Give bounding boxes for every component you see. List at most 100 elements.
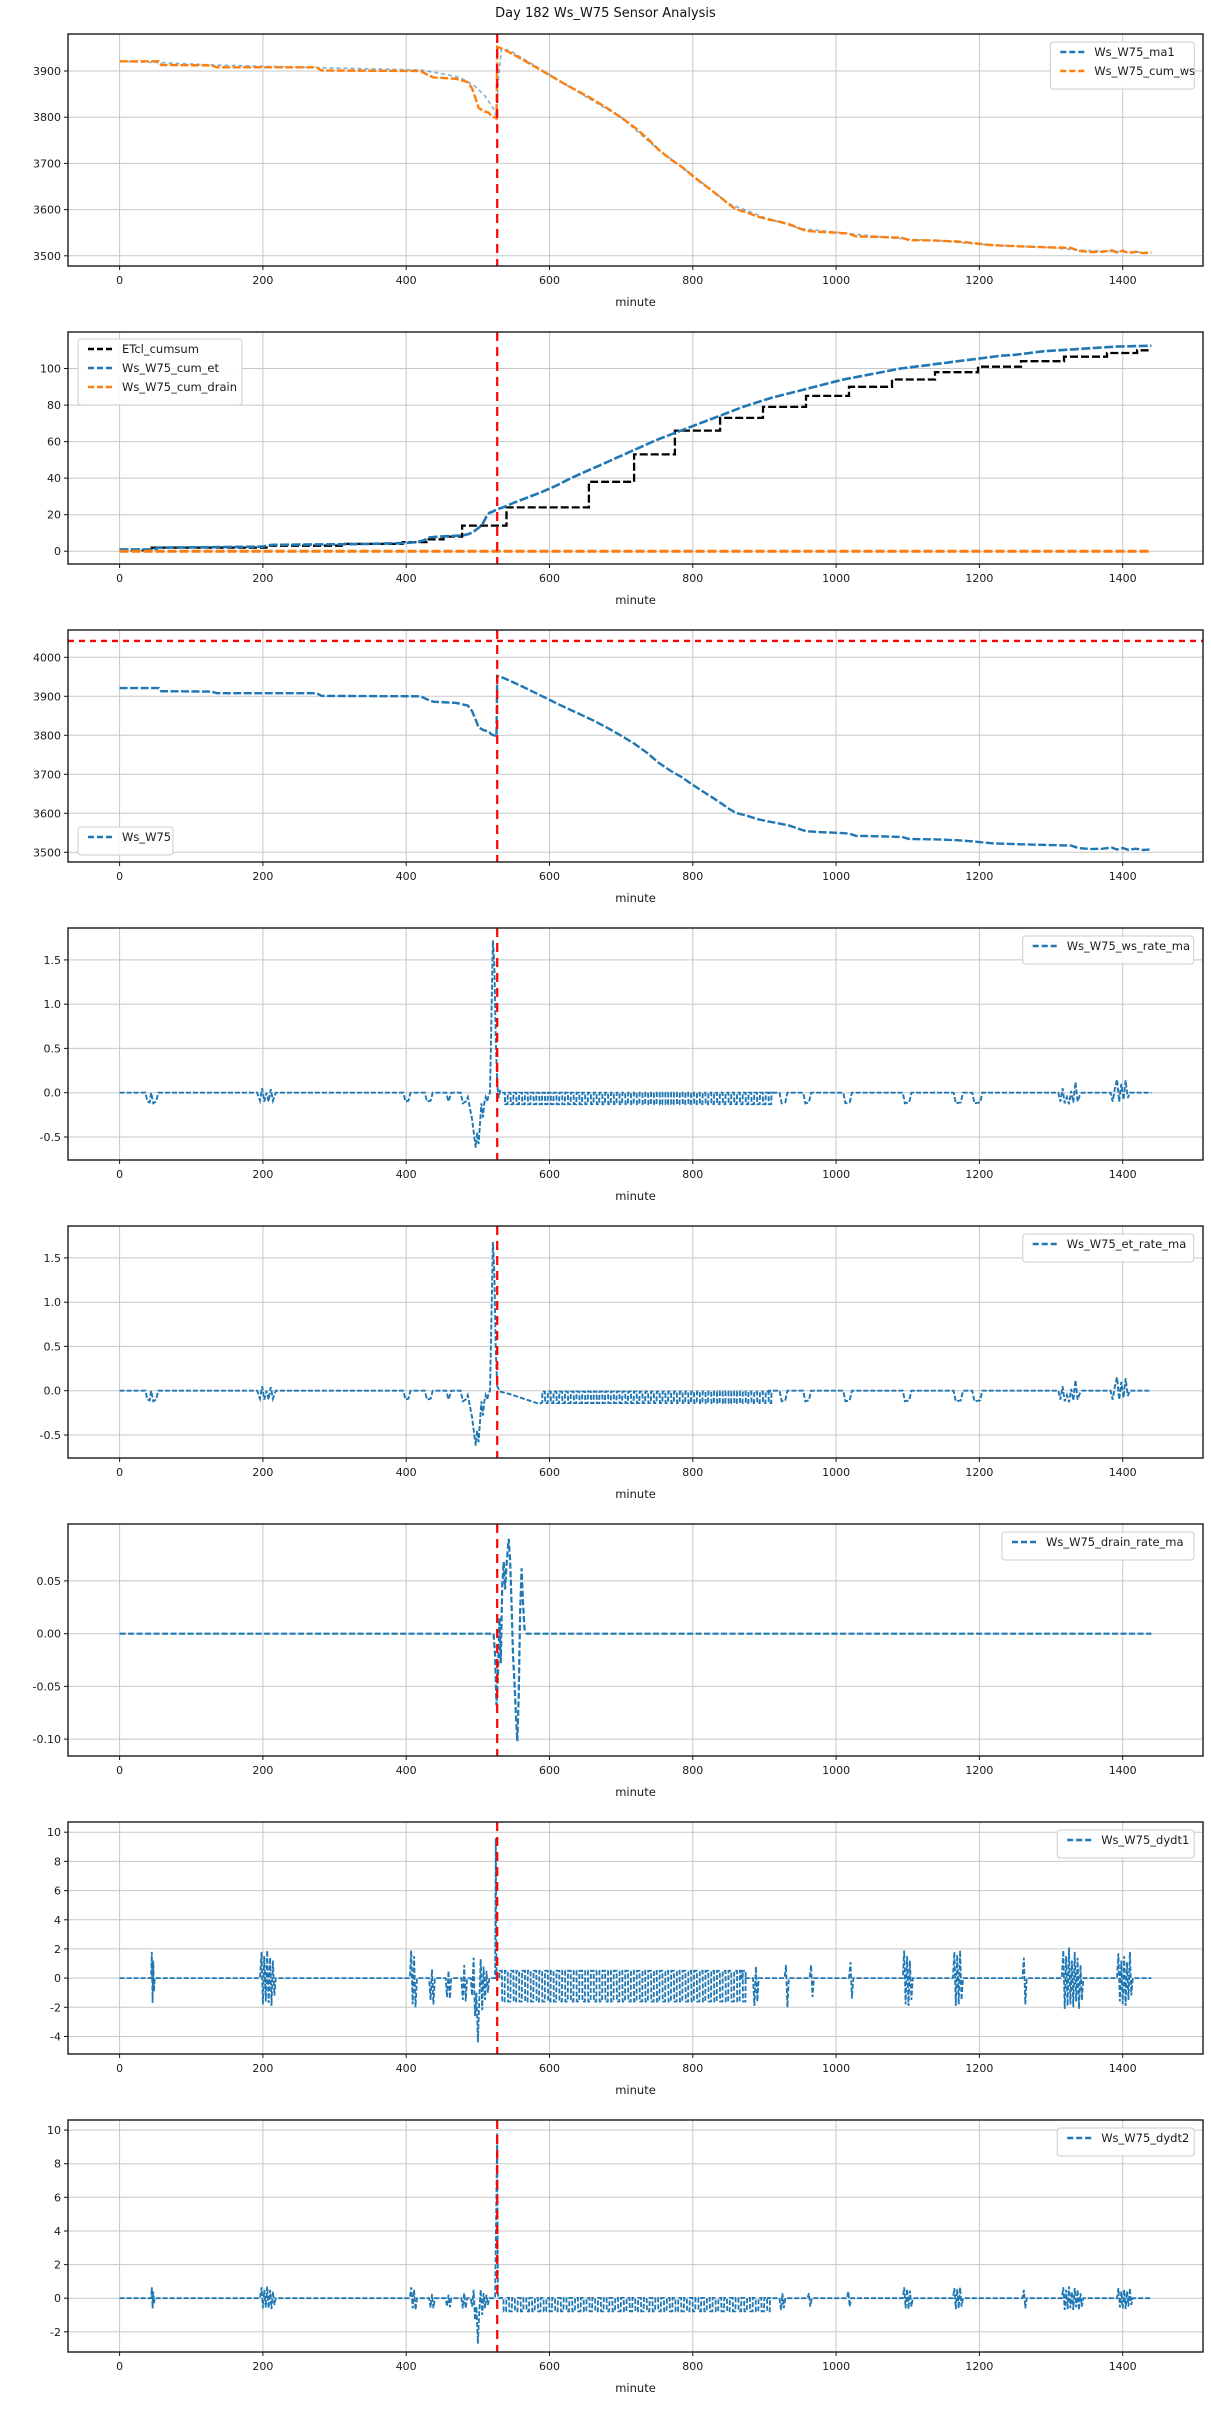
x-tick-label: 1000 bbox=[822, 2062, 850, 2075]
y-tick-label: 10 bbox=[47, 2124, 61, 2137]
y-tick-label: 3800 bbox=[33, 111, 61, 124]
x-tick-label: 1400 bbox=[1109, 2062, 1137, 2075]
chart-svg-1: 0 200 400 600 800 1000 1200 1400 0 20 40 60 80 100 min… bbox=[0, 326, 1211, 624]
series-Ws_W75_cum_et bbox=[119, 344, 1152, 551]
x-axis-label: minute bbox=[615, 2381, 656, 2395]
chart-svg-4: 0 200 400 600 800 1000 1200 1400 -0.5 0.0 0.5 1.0 1.… bbox=[0, 1220, 1211, 1518]
y-tick-label: 8 bbox=[54, 2158, 61, 2171]
y-tick-label: 3600 bbox=[33, 807, 61, 820]
chart-svg-0: 0 200 400 600 800 1000 1200 1400 3500 3600 3700 380… bbox=[0, 28, 1211, 326]
y-tick-label: 3700 bbox=[33, 157, 61, 170]
y-tick-label: 2 bbox=[54, 1943, 61, 1956]
y-tick-label: 0.5 bbox=[44, 1042, 62, 1055]
x-tick-label: 1200 bbox=[965, 1168, 993, 1181]
x-tick-label: 0 bbox=[116, 274, 123, 287]
x-tick-label: 600 bbox=[539, 1466, 560, 1479]
y-tick-label: 100 bbox=[40, 363, 61, 376]
x-tick-label: 800 bbox=[682, 1466, 703, 1479]
x-tick-label: 1200 bbox=[965, 870, 993, 883]
x-tick-label: 1200 bbox=[965, 1466, 993, 1479]
chart-panel-dydt1: 0 200 400 600 800 1000 1200 1400 -4 -2 0 2 4 6 8 10 minu… bbox=[0, 1816, 1211, 2114]
x-tick-label: 1200 bbox=[965, 2360, 993, 2373]
x-tick-label: 600 bbox=[539, 870, 560, 883]
x-tick-label: 600 bbox=[539, 2360, 560, 2373]
y-tick-label: 2 bbox=[54, 2259, 61, 2272]
x-tick-label: 200 bbox=[252, 870, 273, 883]
legend: Ws_W75_dydt1 bbox=[1056, 1829, 1195, 1859]
y-tick-label: -0.5 bbox=[40, 1131, 61, 1144]
legend: Ws_W75_et_rate_ma bbox=[1022, 1233, 1195, 1263]
legend: Ws_W75_ws_rate_ma bbox=[1022, 935, 1195, 965]
legend-label: Ws_W75_et_rate_ma bbox=[1067, 1237, 1187, 1251]
x-tick-label: 600 bbox=[539, 572, 560, 585]
series-Ws_W75_dydt2 bbox=[119, 2133, 1152, 2344]
y-tick-label: -0.05 bbox=[33, 1680, 61, 1693]
y-tick-label: 8 bbox=[54, 1855, 61, 1868]
chart-panel-cumsum: 0 200 400 600 800 1000 1200 1400 0 20 40 60 80 100 min… bbox=[0, 326, 1211, 624]
x-tick-label: 400 bbox=[396, 1168, 417, 1181]
y-tick-label: 3700 bbox=[33, 768, 61, 781]
y-tick-label: 4 bbox=[54, 2225, 61, 2238]
legend-label: Ws_W75_ws_rate_ma bbox=[1067, 939, 1190, 953]
x-tick-label: 200 bbox=[252, 1466, 273, 1479]
y-tick-label: 40 bbox=[47, 472, 61, 485]
chart-panel-ws-rate: 0 200 400 600 800 1000 1200 1400 -0.5 0.0 0.5 1.0 1.… bbox=[0, 922, 1211, 1220]
axes-border bbox=[67, 629, 1204, 863]
legend-label: Ws_W75_cum_et bbox=[122, 361, 220, 375]
x-tick-label: 200 bbox=[252, 2360, 273, 2373]
x-tick-label: 1000 bbox=[822, 1168, 850, 1181]
axes-border bbox=[67, 33, 1204, 267]
x-tick-label: 0 bbox=[116, 2062, 123, 2075]
y-tick-label: -2 bbox=[50, 2001, 61, 2014]
axes-border bbox=[67, 927, 1204, 1161]
series-Ws_W75_et_rate_ma bbox=[119, 1241, 1152, 1446]
chart-svg-2: 0 200 400 600 800 1000 1200 1400 3500 3600 3700 380… bbox=[0, 624, 1211, 922]
legend-label: Ws_W75_drain_rate_ma bbox=[1046, 1535, 1184, 1549]
chart-svg-5: 0 200 400 600 800 1000 1200 1400 -0.10 -0.05 0.00 0… bbox=[0, 1518, 1211, 1816]
y-tick-label: -0.10 bbox=[33, 1733, 61, 1746]
x-tick-label: 800 bbox=[682, 274, 703, 287]
y-tick-label: -0.5 bbox=[40, 1429, 61, 1442]
x-tick-label: 400 bbox=[396, 1764, 417, 1777]
y-tick-label: 3600 bbox=[33, 204, 61, 217]
x-tick-label: 600 bbox=[539, 2062, 560, 2075]
x-tick-label: 1400 bbox=[1109, 2360, 1137, 2373]
y-tick-label: -2 bbox=[50, 2326, 61, 2339]
x-tick-label: 1200 bbox=[965, 274, 993, 287]
series-Ws_W75_ws_rate_ma bbox=[119, 940, 1152, 1148]
x-tick-label: 1400 bbox=[1109, 274, 1137, 287]
chart-panel-drain-rate: 0 200 400 600 800 1000 1200 1400 -0.10 -0.05 0.00 0… bbox=[0, 1518, 1211, 1816]
y-tick-label: 10 bbox=[47, 1826, 61, 1839]
x-tick-label: 200 bbox=[252, 572, 273, 585]
y-tick-label: 3500 bbox=[33, 250, 61, 263]
y-tick-label: 80 bbox=[47, 399, 61, 412]
x-tick-label: 800 bbox=[682, 2360, 703, 2373]
x-tick-label: 1400 bbox=[1109, 1466, 1137, 1479]
x-tick-label: 800 bbox=[682, 2062, 703, 2075]
x-tick-label: 200 bbox=[252, 274, 273, 287]
series-Ws_W75_drain_rate_ma bbox=[119, 1538, 1152, 1742]
x-axis-label: minute bbox=[615, 891, 656, 905]
legend: Ws_W75_drain_rate_ma bbox=[1001, 1531, 1195, 1561]
y-tick-label: 1.5 bbox=[44, 1252, 62, 1265]
x-tick-label: 0 bbox=[116, 2360, 123, 2373]
legend: Ws_W75_dydt2 bbox=[1056, 2127, 1195, 2157]
x-tick-label: 400 bbox=[396, 572, 417, 585]
legend-label: Ws_W75_dydt2 bbox=[1101, 2131, 1189, 2145]
legend-label: Ws_W75_ma1 bbox=[1094, 45, 1174, 59]
y-tick-label: 4 bbox=[54, 1914, 61, 1927]
y-tick-label: 0.05 bbox=[37, 1575, 62, 1588]
x-tick-label: 1000 bbox=[822, 274, 850, 287]
y-tick-label: 0 bbox=[54, 545, 61, 558]
y-tick-label: 0 bbox=[54, 1972, 61, 1985]
legend: Ws_W75_ma1 Ws_W75_cum_ws bbox=[1049, 41, 1195, 90]
x-axis-label: minute bbox=[615, 1785, 656, 1799]
x-tick-label: 200 bbox=[252, 1168, 273, 1181]
y-tick-label: 1.5 bbox=[44, 954, 62, 967]
x-tick-label: 1400 bbox=[1109, 870, 1137, 883]
x-tick-label: 600 bbox=[539, 1764, 560, 1777]
axes-border bbox=[67, 1523, 1204, 1757]
y-tick-label: 6 bbox=[54, 2191, 61, 2204]
x-tick-label: 400 bbox=[396, 274, 417, 287]
y-tick-label: 0 bbox=[54, 2292, 61, 2305]
